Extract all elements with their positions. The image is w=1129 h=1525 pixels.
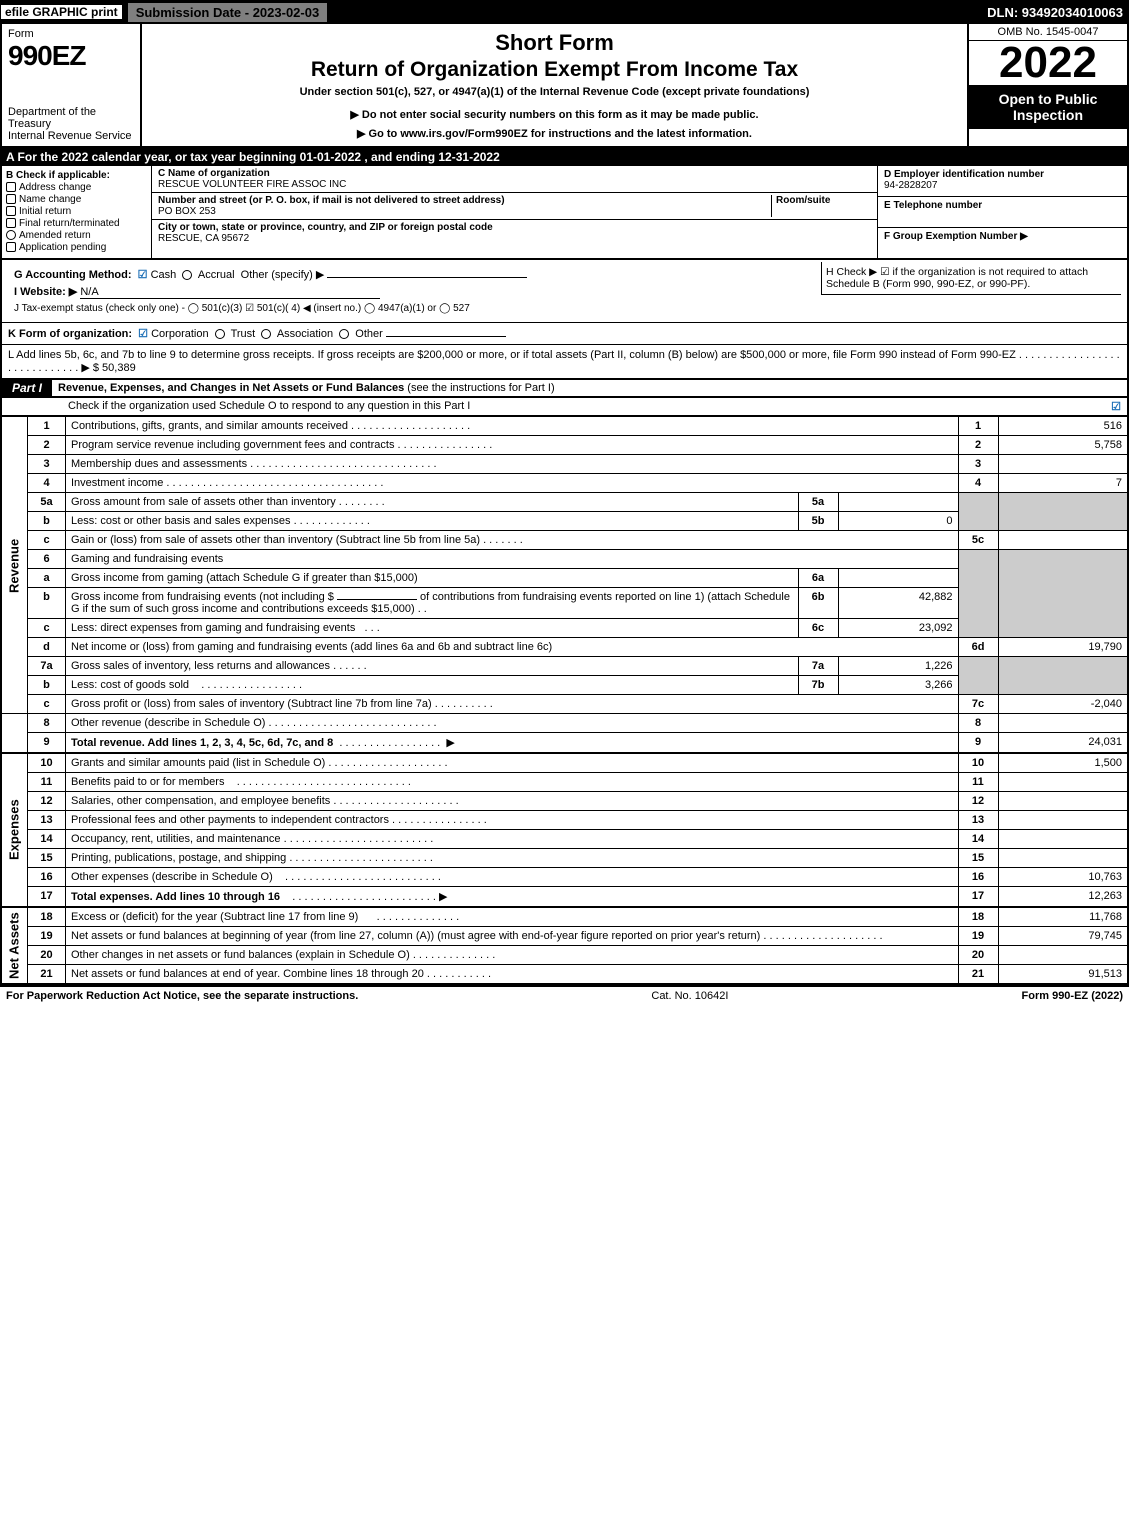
dept-label: Department of the Treasury Internal Reve… bbox=[8, 106, 134, 142]
line-j: J Tax-exempt status (check only one) - ◯… bbox=[14, 303, 1111, 314]
top-bar: efile GRAPHIC print Submission Date - 20… bbox=[0, 0, 1129, 24]
amt-4: 7 bbox=[998, 474, 1128, 493]
amt-7c: -2,040 bbox=[998, 695, 1128, 714]
k-other-input[interactable] bbox=[386, 336, 506, 337]
cb-application-pending[interactable] bbox=[6, 242, 16, 252]
expenses-side-label: Expenses bbox=[1, 753, 28, 907]
dln: DLN: 93492034010063 bbox=[987, 5, 1129, 20]
header-right: OMB No. 1545-0047 2022 Open to Public In… bbox=[967, 24, 1127, 146]
amt-9: 24,031 bbox=[998, 733, 1128, 754]
part1-table: Revenue 1Contributions, gifts, grants, a… bbox=[0, 416, 1129, 985]
block-ghi: G Accounting Method: ☑ Cash Accrual Othe… bbox=[0, 260, 1129, 323]
val-6c: 23,092 bbox=[838, 619, 958, 638]
block-bcdef: B Check if applicable: Address change Na… bbox=[0, 166, 1129, 260]
revenue-side-label: Revenue bbox=[1, 417, 28, 714]
val-5a bbox=[838, 493, 958, 512]
form-label: Form bbox=[8, 28, 134, 40]
val-7b: 3,266 bbox=[838, 676, 958, 695]
submission-date: Submission Date - 2023-02-03 bbox=[127, 2, 329, 23]
return-title: Return of Organization Exempt From Incom… bbox=[148, 58, 961, 82]
b-header: B Check if applicable: bbox=[6, 170, 147, 181]
amt-6d: 19,790 bbox=[998, 638, 1128, 657]
amt-20 bbox=[998, 946, 1128, 965]
amt-17: 12,263 bbox=[998, 887, 1128, 908]
block-h: H Check ▶ ☑ if the organization is not r… bbox=[821, 262, 1121, 295]
val-7a: 1,226 bbox=[838, 657, 958, 676]
amt-16: 10,763 bbox=[998, 868, 1128, 887]
section-a: A For the 2022 calendar year, or tax yea… bbox=[0, 148, 1129, 166]
radio-trust[interactable] bbox=[215, 329, 225, 339]
f-hdr: F Group Exemption Number ▶ bbox=[884, 231, 1028, 242]
under-section: Under section 501(c), 527, or 4947(a)(1)… bbox=[148, 86, 961, 98]
val-5b: 0 bbox=[838, 512, 958, 531]
form-header: Form 990EZ Department of the Treasury In… bbox=[0, 24, 1129, 148]
col-b: B Check if applicable: Address change Na… bbox=[2, 166, 152, 258]
part1-header: Part I Revenue, Expenses, and Changes in… bbox=[0, 378, 1129, 398]
c-city-hdr: City or town, state or province, country… bbox=[158, 222, 493, 233]
cb-name-change[interactable] bbox=[6, 194, 16, 204]
e-hdr: E Telephone number bbox=[884, 200, 982, 211]
efile-label: efile GRAPHIC print bbox=[0, 4, 123, 20]
goto-link: ▶ Go to www.irs.gov/Form990EZ for instru… bbox=[148, 127, 961, 140]
header-center: Short Form Return of Organization Exempt… bbox=[142, 24, 967, 146]
amt-18: 11,768 bbox=[998, 907, 1128, 927]
do-not-enter: ▶ Do not enter social security numbers o… bbox=[148, 108, 961, 121]
footer-right: Form 990-EZ (2022) bbox=[1022, 990, 1123, 1002]
org-city: RESCUE, CA 95672 bbox=[158, 233, 249, 244]
form-code: 990EZ bbox=[8, 40, 134, 72]
netassets-side-label: Net Assets bbox=[1, 907, 28, 984]
short-form-title: Short Form bbox=[148, 30, 961, 56]
part1-label: Part I bbox=[2, 378, 52, 398]
check-corp-icon: ☑ bbox=[138, 328, 148, 340]
radio-accrual[interactable] bbox=[182, 270, 192, 280]
amt-14 bbox=[998, 830, 1128, 849]
amt-21: 91,513 bbox=[998, 965, 1128, 985]
radio-other[interactable] bbox=[339, 329, 349, 339]
radio-assoc[interactable] bbox=[261, 329, 271, 339]
col-c: C Name of organization RESCUE VOLUNTEER … bbox=[152, 166, 877, 258]
website: N/A bbox=[80, 286, 380, 299]
cb-initial-return[interactable] bbox=[6, 206, 16, 216]
tax-year: 2022 bbox=[969, 41, 1127, 85]
part1-check-row: Check if the organization used Schedule … bbox=[0, 398, 1129, 416]
ein: 94-2828207 bbox=[884, 180, 937, 191]
amt-15 bbox=[998, 849, 1128, 868]
c-street-hdr: Number and street (or P. O. box, if mail… bbox=[158, 195, 505, 206]
part1-title: Revenue, Expenses, and Changes in Net As… bbox=[52, 380, 1127, 396]
org-street: PO BOX 253 bbox=[158, 206, 216, 217]
other-specify-input[interactable] bbox=[327, 277, 527, 278]
block-k: K Form of organization: ☑ Corporation Tr… bbox=[0, 323, 1129, 345]
footer-left: For Paperwork Reduction Act Notice, see … bbox=[6, 990, 358, 1002]
inspection-box: Open to Public Inspection bbox=[969, 85, 1127, 129]
cb-address-change[interactable] bbox=[6, 182, 16, 192]
block-l: L Add lines 5b, 6c, and 7b to line 9 to … bbox=[0, 345, 1129, 378]
check-cash-icon: ☑ bbox=[138, 269, 148, 281]
amt-8 bbox=[998, 714, 1128, 733]
part1-checkbox-icon: ☑ bbox=[1111, 401, 1121, 413]
c-name-hdr: C Name of organization bbox=[158, 168, 270, 179]
page-footer: For Paperwork Reduction Act Notice, see … bbox=[0, 985, 1129, 1005]
amt-11 bbox=[998, 773, 1128, 792]
c-room-hdr: Room/suite bbox=[776, 195, 830, 206]
cb-final-return[interactable] bbox=[6, 218, 16, 228]
amt-1: 516 bbox=[998, 417, 1128, 436]
header-left: Form 990EZ Department of the Treasury In… bbox=[2, 24, 142, 146]
org-name: RESCUE VOLUNTEER FIRE ASSOC INC bbox=[158, 179, 346, 190]
col-def: D Employer identification number 94-2828… bbox=[877, 166, 1127, 258]
d-hdr: D Employer identification number bbox=[884, 169, 1044, 180]
amt-19: 79,745 bbox=[998, 927, 1128, 946]
cb-amended-return[interactable] bbox=[6, 230, 16, 240]
footer-mid: Cat. No. 10642I bbox=[358, 990, 1021, 1002]
amt-12 bbox=[998, 792, 1128, 811]
val-6b: 42,882 bbox=[838, 588, 958, 619]
amt-13 bbox=[998, 811, 1128, 830]
val-6a bbox=[838, 569, 958, 588]
amt-3 bbox=[998, 455, 1128, 474]
amt-5c bbox=[998, 531, 1128, 550]
amt-2: 5,758 bbox=[998, 436, 1128, 455]
amt-10: 1,500 bbox=[998, 753, 1128, 773]
